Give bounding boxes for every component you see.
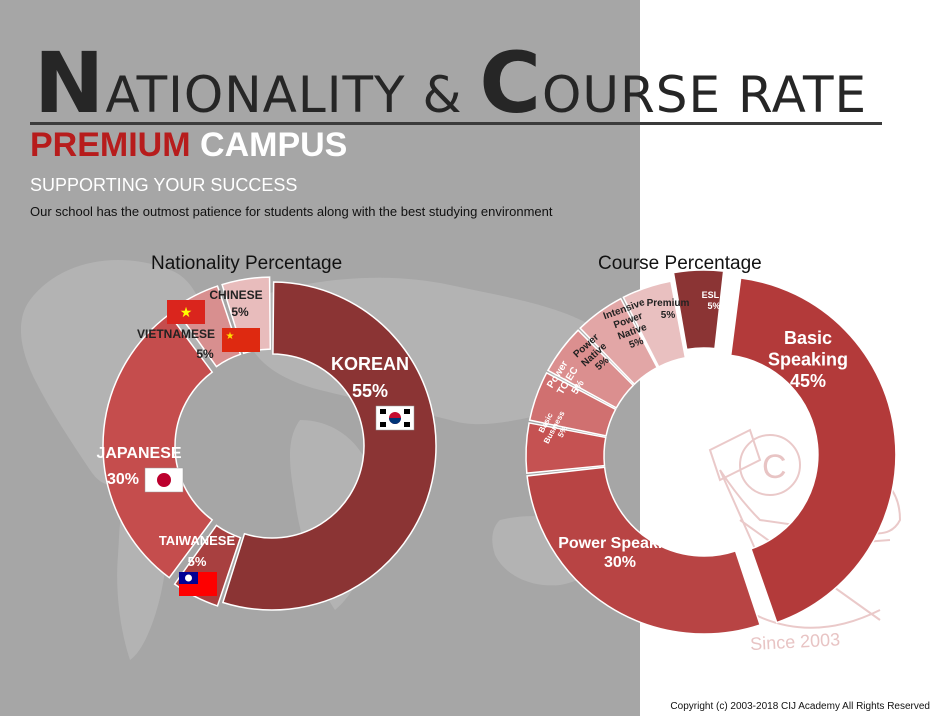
vietnam-flag-icon: ★	[167, 300, 205, 324]
value-power-speaking: 30%	[604, 554, 636, 571]
title-underline	[30, 122, 882, 125]
label-esl-4-line-1: ESL 4	[702, 290, 727, 300]
description: Our school has the outmost patience for …	[30, 204, 553, 219]
taiwan-flag-icon	[179, 572, 217, 596]
watermark-since: Since 2003	[750, 629, 841, 654]
nationality-donut	[102, 276, 437, 611]
label-group-esl-4: ESL 45%	[702, 290, 727, 311]
label-power-speaking-line-1: Power Speaking	[558, 535, 682, 552]
title-initial-c: C	[479, 34, 543, 132]
page-title: NATIONALITY & COURSE RATE	[34, 34, 867, 132]
label-group-power-speaking: Power Speaking 30%	[558, 535, 682, 571]
label-premium-line-1: Premium	[647, 298, 690, 309]
japan-flag-icon	[144, 467, 184, 493]
course-chart-title: Course Percentage	[598, 253, 762, 274]
slice-esl-4	[672, 269, 725, 351]
value-intensive-power-native: 5%	[628, 336, 645, 351]
tagline: SUPPORTING YOUR SUCCESS	[30, 175, 298, 195]
slice-premium	[622, 280, 687, 368]
value-basic-speaking: 45%	[790, 371, 826, 391]
label-taiwanese: TAIWANESE	[159, 533, 236, 548]
label-basic-speaking-line-1: Basic	[784, 328, 832, 348]
slice-power-toiec	[528, 371, 617, 437]
value-japanese: 30%	[107, 471, 139, 488]
label-chinese: CHINESE	[209, 288, 262, 302]
label-korean: KOREAN	[331, 354, 409, 374]
slice-power-native	[546, 329, 635, 409]
watermark-letter: C	[762, 448, 787, 486]
svg-text:★: ★	[226, 331, 235, 342]
title-word-rate: RATE	[721, 66, 868, 124]
course-donut	[525, 269, 897, 635]
slice-basic-business	[525, 422, 607, 474]
nationality-chart-title: Nationality Percentage	[151, 253, 343, 274]
title-initial-n: N	[34, 34, 106, 132]
slice-power-speaking	[526, 466, 762, 635]
label-vietnamese: VIETNAMESE	[137, 327, 215, 341]
subtitle-campus: CAMPUS	[200, 126, 348, 164]
title-word-nationality: ATIONALITY	[105, 66, 406, 124]
value-taiwanese: 5%	[188, 554, 207, 569]
label-japanese: JAPANESE	[96, 445, 181, 462]
title-word-course: OURSE	[542, 66, 722, 124]
china-flag-icon: ★	[222, 328, 260, 352]
value-chinese: 5%	[231, 305, 249, 319]
korea-flag-icon	[375, 405, 415, 431]
slice-korean	[221, 281, 437, 611]
slice-basic-speaking	[729, 277, 897, 624]
subtitle-premium: PREMIUM	[30, 126, 191, 164]
svg-text:★: ★	[180, 304, 193, 320]
campus-subtitle: PREMIUM CAMPUS	[30, 126, 347, 165]
slice-intensive-power-native	[579, 297, 659, 386]
title-ampersand: &	[405, 66, 480, 124]
copyright: Copyright (c) 2003-2018 CIJ Academy All …	[670, 701, 930, 712]
value-korean: 55%	[352, 381, 388, 401]
value-premium: 5%	[661, 310, 676, 321]
value-vietnamese: 5%	[196, 347, 214, 361]
value-esl-4: 5%	[707, 301, 720, 311]
label-basic-speaking-line-2: Speaking	[768, 350, 848, 370]
